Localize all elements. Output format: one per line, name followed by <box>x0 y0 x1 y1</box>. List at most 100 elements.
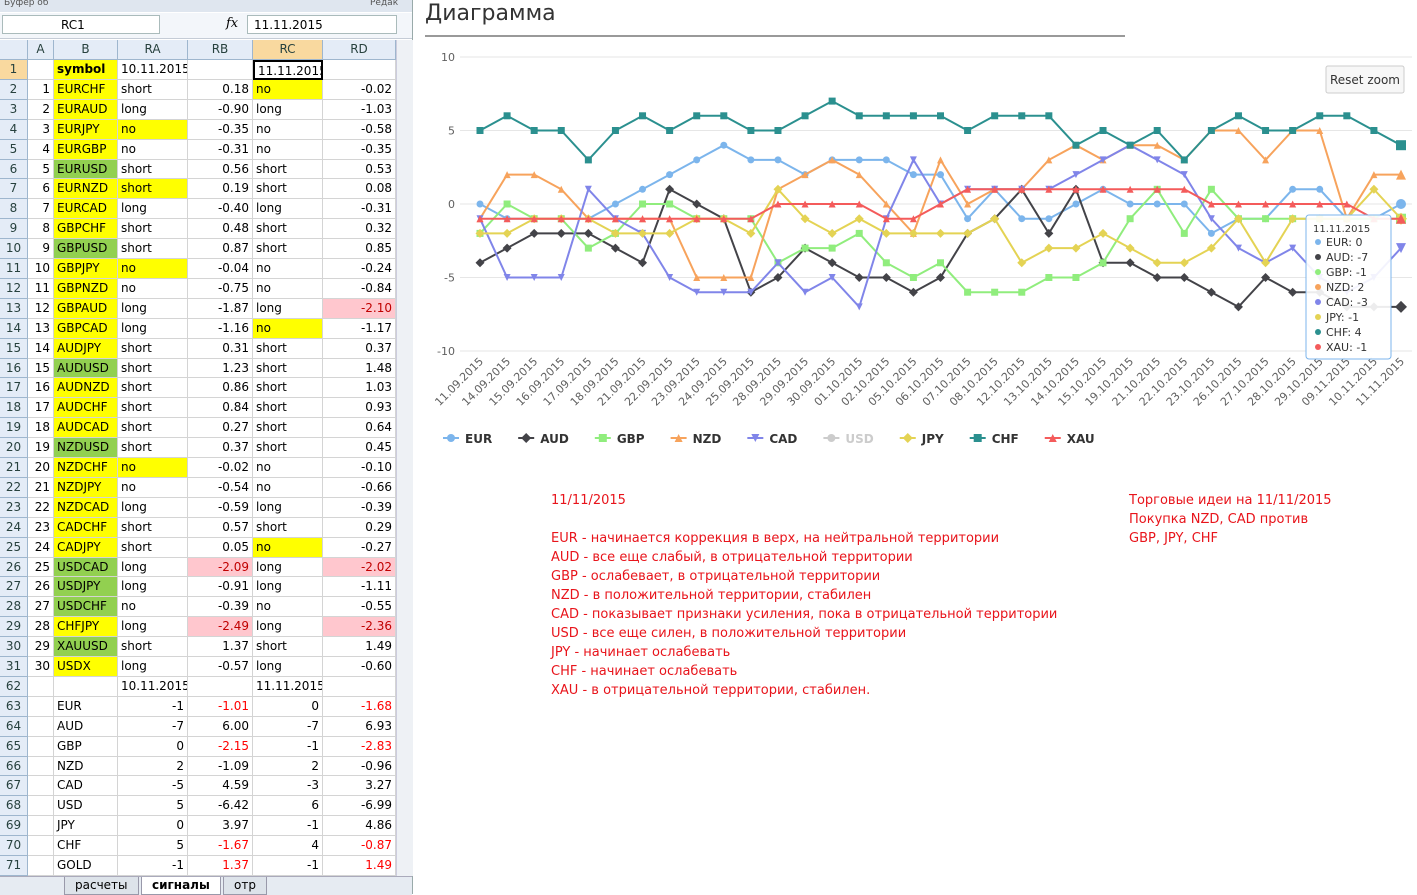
cell[interactable]: 11 <box>28 278 54 299</box>
cell[interactable]: short <box>118 239 188 259</box>
cell[interactable]: no <box>118 477 188 498</box>
cell[interactable]: 0 <box>253 696 323 717</box>
row-header[interactable]: 29 <box>0 617 28 638</box>
cell[interactable]: 0.53 <box>323 159 396 180</box>
cell[interactable]: 24 <box>28 537 54 558</box>
row-header[interactable]: 16 <box>0 358 28 379</box>
cell[interactable]: 1.23 <box>188 358 253 379</box>
cell[interactable]: EURJPY <box>54 119 118 140</box>
cell[interactable]: long <box>118 199 188 220</box>
row-header[interactable]: 27 <box>0 577 28 598</box>
cell[interactable]: 4 <box>28 139 54 160</box>
cell[interactable]: CHFJPY <box>54 617 118 638</box>
cell[interactable]: 0.85 <box>323 239 396 259</box>
cell[interactable]: 16 <box>28 378 54 399</box>
cell[interactable]: 1.49 <box>323 637 396 658</box>
cell[interactable]: 0.93 <box>323 398 396 419</box>
cell[interactable]: no <box>118 278 188 299</box>
cell[interactable]: no <box>118 458 188 478</box>
cell[interactable]: 0.86 <box>188 378 253 399</box>
row-header[interactable]: 11 <box>0 259 28 279</box>
cell[interactable]: USD <box>54 796 118 817</box>
cell[interactable]: symbol <box>54 60 118 80</box>
row-header[interactable]: 4 <box>0 119 28 140</box>
cell[interactable]: no <box>118 139 188 160</box>
cell[interactable]: 1.37 <box>188 856 253 876</box>
cell[interactable]: long <box>118 557 188 578</box>
cell[interactable]: GBPUSD <box>54 239 118 259</box>
cell[interactable]: 6.93 <box>323 716 396 737</box>
cell[interactable]: short <box>118 637 188 658</box>
cell[interactable]: 0.19 <box>188 179 253 200</box>
cell[interactable]: 5 <box>118 836 188 857</box>
cell[interactable]: -0.58 <box>323 119 396 140</box>
column-header[interactable]: RB <box>188 40 253 60</box>
cell[interactable]: 18 <box>28 418 54 439</box>
cell[interactable] <box>28 796 54 817</box>
cell[interactable]: -0.35 <box>323 139 396 160</box>
cell[interactable]: no <box>253 278 323 299</box>
cell[interactable]: -2.09 <box>188 557 253 578</box>
cell[interactable]: 30 <box>28 657 54 677</box>
cell[interactable]: short <box>253 438 323 459</box>
cell[interactable]: 0.08 <box>323 179 396 200</box>
cell[interactable]: EURNZD <box>54 179 118 200</box>
cell[interactable]: -0.31 <box>323 199 396 220</box>
row-header[interactable]: 3 <box>0 99 28 120</box>
cell[interactable]: -1 <box>253 736 323 757</box>
cell[interactable]: 11.11.2015 <box>253 60 323 80</box>
cell[interactable]: 0.31 <box>188 338 253 359</box>
cell[interactable]: 0 <box>118 736 188 757</box>
cell[interactable]: long <box>253 199 323 220</box>
cell[interactable]: CADCHF <box>54 517 118 538</box>
cell[interactable]: -1 <box>118 856 188 876</box>
cell[interactable] <box>188 676 253 697</box>
row-header[interactable]: 31 <box>0 657 28 677</box>
cell[interactable]: 0.37 <box>323 338 396 359</box>
cell[interactable]: 23 <box>28 517 54 538</box>
cell[interactable]: -1.16 <box>188 318 253 339</box>
cell[interactable]: no <box>253 597 323 618</box>
cell[interactable]: -1 <box>118 696 188 717</box>
cell[interactable]: no <box>118 259 188 279</box>
cell[interactable] <box>188 60 253 80</box>
cell[interactable]: 1 <box>28 79 54 100</box>
cell[interactable]: -0.84 <box>323 278 396 299</box>
row-header[interactable]: 71 <box>0 856 28 876</box>
cell[interactable]: -0.40 <box>188 199 253 220</box>
cell[interactable]: -0.54 <box>188 477 253 498</box>
cell[interactable]: -1 <box>253 856 323 876</box>
cell[interactable]: NZDUSD <box>54 438 118 459</box>
cell[interactable]: 0.48 <box>188 219 253 240</box>
cell[interactable]: 17 <box>28 398 54 419</box>
cell[interactable]: long <box>253 577 323 598</box>
cell[interactable]: long <box>253 99 323 120</box>
cell[interactable]: NZDCAD <box>54 497 118 518</box>
cell[interactable]: NZDJPY <box>54 477 118 498</box>
row-header[interactable]: 64 <box>0 716 28 737</box>
row-header[interactable]: 63 <box>0 696 28 717</box>
cell[interactable]: 28 <box>28 617 54 638</box>
sheet-tab[interactable]: сигналы <box>141 877 221 895</box>
row-header[interactable]: 1 <box>0 60 28 80</box>
row-header[interactable]: 22 <box>0 477 28 498</box>
cell[interactable]: long <box>118 617 188 638</box>
cell[interactable]: GBPCHF <box>54 219 118 240</box>
cell[interactable]: -3 <box>253 776 323 797</box>
cell[interactable]: 6.00 <box>188 716 253 737</box>
row-header[interactable]: 10 <box>0 239 28 259</box>
cell[interactable]: 6 <box>253 796 323 817</box>
cell[interactable]: 8 <box>28 219 54 240</box>
cell[interactable]: -6.99 <box>323 796 396 817</box>
cell[interactable]: AUDUSD <box>54 358 118 379</box>
reset-zoom-button[interactable]: Reset zoom <box>1325 65 1405 94</box>
cell[interactable]: short <box>253 378 323 399</box>
cell[interactable]: -0.66 <box>323 477 396 498</box>
cell[interactable]: no <box>253 477 323 498</box>
cell[interactable] <box>54 676 118 697</box>
cell[interactable]: 14 <box>28 338 54 359</box>
cell[interactable]: -0.39 <box>323 497 396 518</box>
cell[interactable]: 1.37 <box>188 637 253 658</box>
cell[interactable]: 0.87 <box>188 239 253 259</box>
cell[interactable]: -7 <box>253 716 323 737</box>
